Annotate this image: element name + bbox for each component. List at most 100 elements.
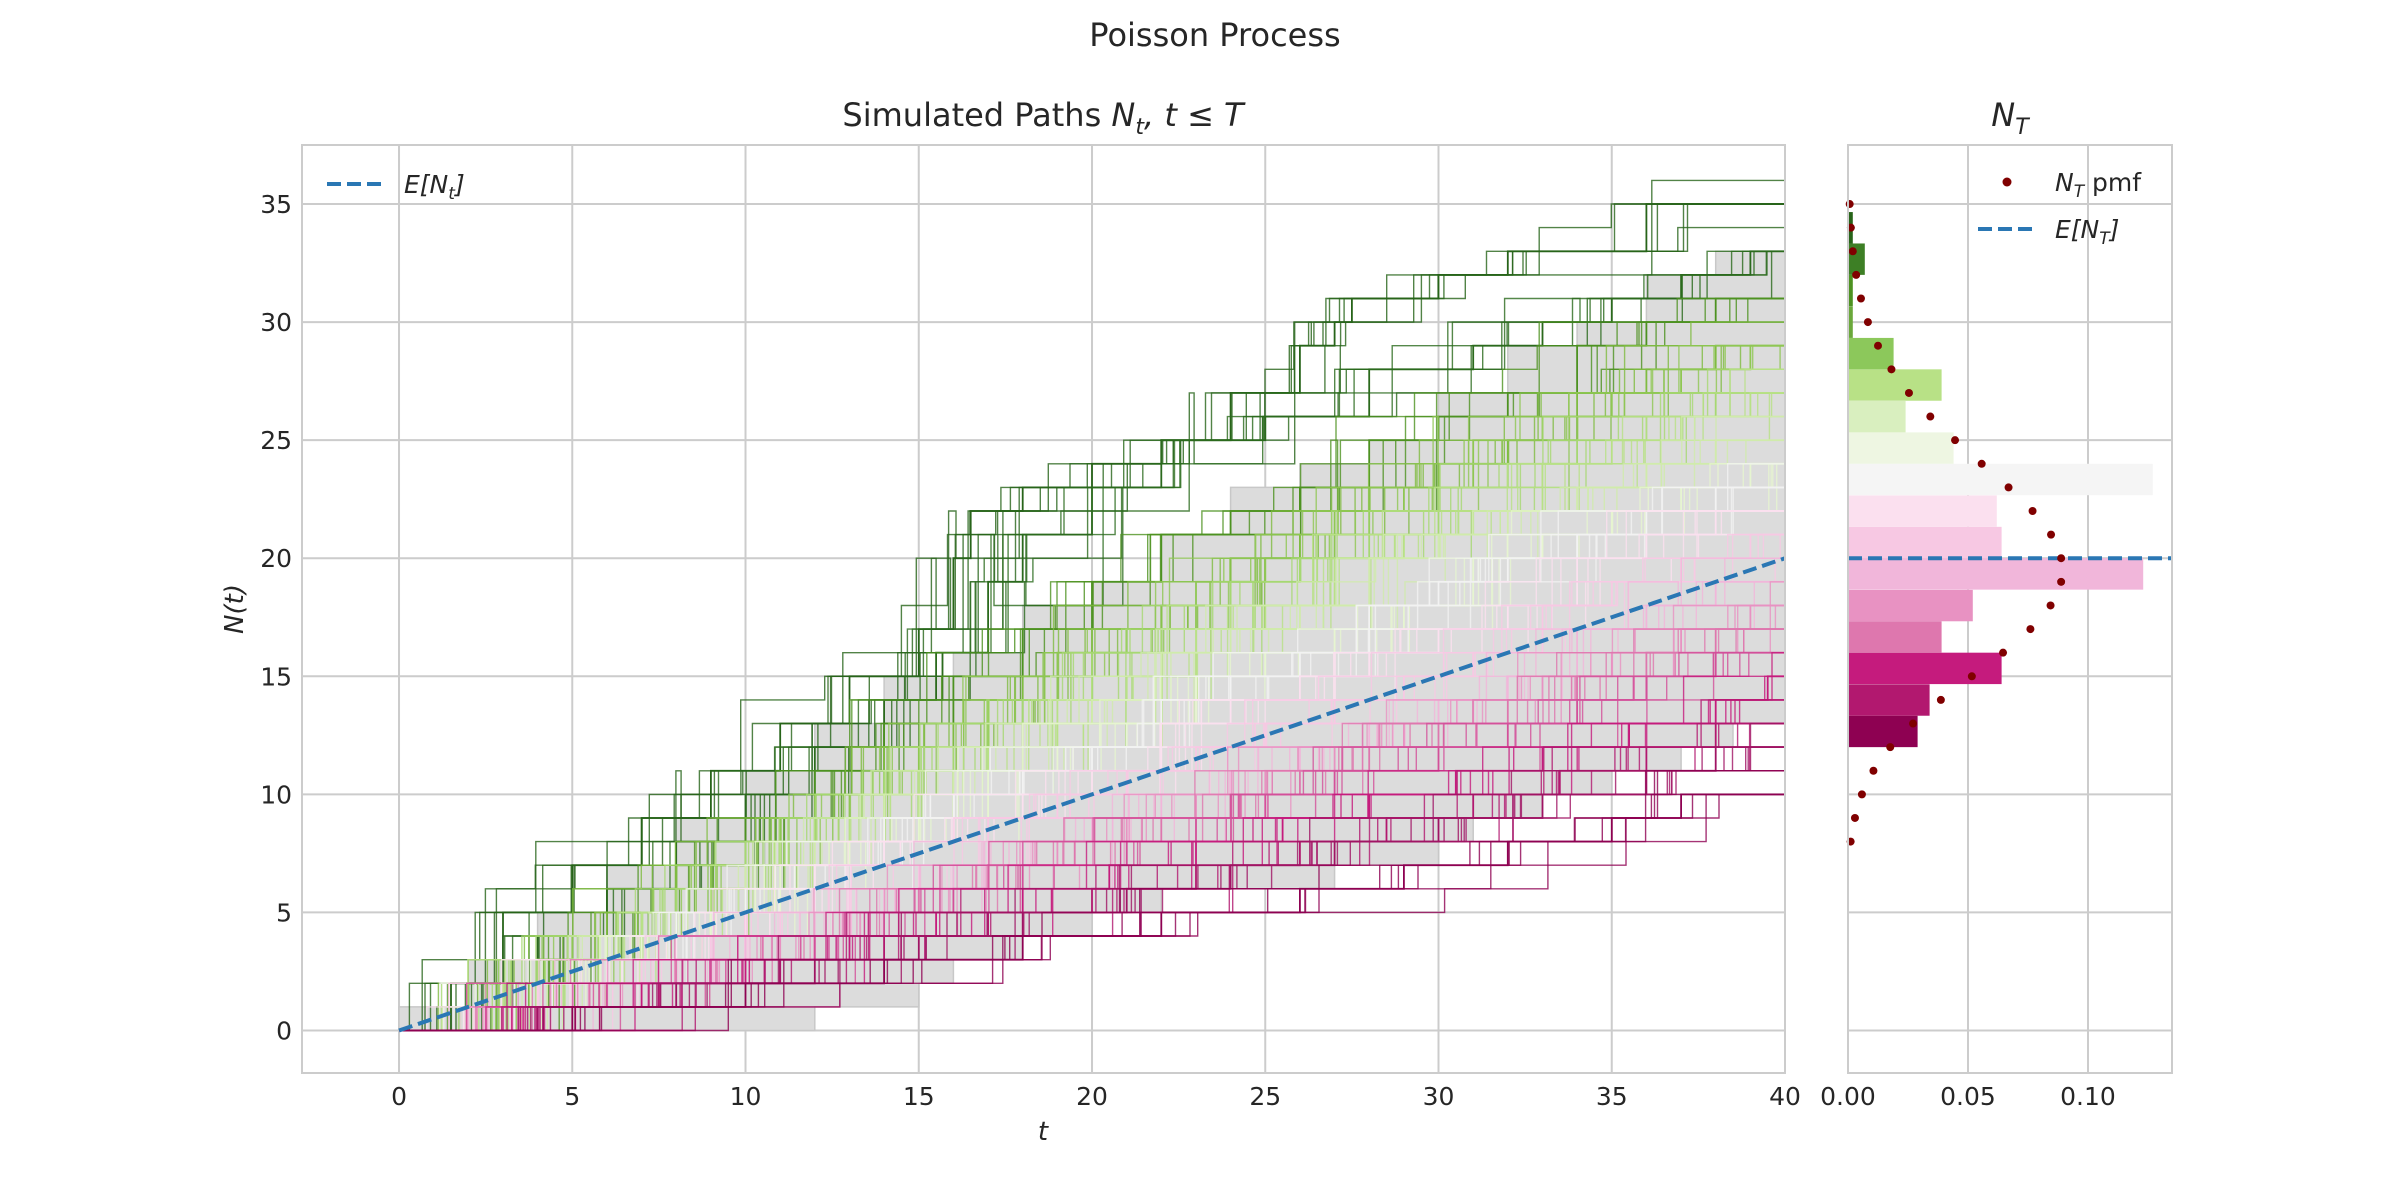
legend-tmean-end: ] <box>2109 215 2120 244</box>
left-title-sub: t <box>1135 115 1145 140</box>
pmf-point <box>1887 365 1896 374</box>
mean-line <box>398 556 1786 1033</box>
histogram-bar <box>1848 621 1942 653</box>
simulated-path-variant <box>399 770 1786 1032</box>
left-y-ticks: 0 5 10 15 20 25 30 35 <box>260 190 292 1045</box>
histogram-bar <box>1848 652 2002 685</box>
pmf-point <box>1904 388 1913 397</box>
legend-mean-sub: t <box>448 184 456 204</box>
left-y-tick-label: 35 <box>260 190 292 219</box>
simulated-path-variant <box>399 605 1786 1032</box>
legend-terminal-mean-label: E[NT] <box>2055 215 2119 249</box>
pmf-point <box>2047 530 2056 539</box>
left-x-tick-label: 10 <box>730 1082 762 1111</box>
pmf-point <box>1869 766 1878 775</box>
pmf-point <box>1874 341 1882 350</box>
left-y-tick-label: 10 <box>260 780 292 809</box>
histogram-bar <box>1848 274 1853 307</box>
right-x-tick-label: 0.05 <box>1940 1082 1996 1111</box>
simulated-path-variant <box>399 723 1786 1032</box>
legend-pmf-sub: T <box>2074 182 2086 202</box>
pmf-points <box>1845 200 2066 846</box>
histogram-bar <box>1848 337 1894 370</box>
left-panel-title: Simulated Paths Nt, t ≤ T <box>842 96 1246 140</box>
pmf-point <box>1967 672 1976 681</box>
pmf-point <box>1863 318 1872 327</box>
left-x-axis-label: t <box>1038 1117 1049 1147</box>
left-x-tick-label: 25 <box>1249 1082 1281 1111</box>
histogram-bar <box>1848 589 1973 622</box>
left-y-tick-label: 25 <box>260 426 292 455</box>
left-x-ticks: 0 5 10 15 20 25 30 35 40 <box>391 1082 1801 1111</box>
histogram-bar <box>1848 432 1954 464</box>
histogram-bar <box>1848 400 1906 433</box>
pmf-point <box>2028 507 2037 516</box>
left-x-tick-label: 15 <box>903 1082 935 1111</box>
legend-pmf-swatch <box>2002 177 2012 187</box>
left-y-axis-label: N(t) <box>220 584 250 634</box>
pmf-point <box>1951 436 1960 445</box>
left-plot-frame <box>301 144 1786 1074</box>
right-legend: NT pmf E[NT] <box>1978 168 2142 249</box>
pmf-point <box>2026 625 2035 634</box>
pmf-point <box>1857 790 1866 799</box>
histogram-bar <box>1848 684 1930 716</box>
histogram-bar <box>1848 526 2002 559</box>
legend-tmean-sub: T <box>2099 229 2111 249</box>
left-y-tick-label: 15 <box>260 662 292 691</box>
histogram-bar <box>1848 463 2153 496</box>
right-x-tick-label: 0.10 <box>2060 1082 2116 1111</box>
pmf-point <box>1909 719 1918 728</box>
figure-suptitle: Poisson Process <box>1089 16 1340 54</box>
left-title-prefix: Simulated Paths <box>842 96 1111 134</box>
left-y-tick-label: 0 <box>276 1016 292 1045</box>
pmf-point <box>1856 294 1865 303</box>
left-title-suffix: , t ≤ T <box>1144 96 1246 134</box>
histogram-bar <box>1848 306 1853 338</box>
pmf-point <box>1886 743 1895 752</box>
left-x-tick-label: 30 <box>1423 1082 1455 1111</box>
simulated-path <box>399 770 1786 1032</box>
left-title-math: N <box>1111 96 1135 134</box>
left-legend: E[Nt] <box>327 170 465 204</box>
right-title-sub: T <box>2015 115 2030 140</box>
pmf-point <box>2046 601 2055 610</box>
pmf-point <box>1850 813 1859 822</box>
left-y-tick-label: 20 <box>260 544 292 573</box>
histogram-bar <box>1848 715 1918 748</box>
simulated-paths-chart: 0 5 10 15 20 25 30 35 40 0 5 10 15 20 25 30 35 Simulate… <box>220 96 1801 1147</box>
simulated-path-variant <box>399 699 1785 1032</box>
histogram-bar <box>1848 369 1942 401</box>
legend-mean-label: E[Nt] <box>404 170 465 204</box>
simulated-path <box>399 652 1786 1032</box>
pmf-point <box>1848 247 1857 256</box>
legend-tmean-main: E[N <box>2055 215 2100 244</box>
pmf-point <box>1977 459 1986 468</box>
left-x-tick-label: 5 <box>564 1082 580 1111</box>
legend-mean-end: ] <box>454 170 465 199</box>
right-x-tick-label: 0.00 <box>1820 1082 1876 1111</box>
pmf-point <box>1936 695 1945 704</box>
legend-pmf-label: NT pmf <box>2055 168 2142 202</box>
legend-pmf-suffix: pmf <box>2084 168 2142 197</box>
expected-value-line <box>398 556 1786 1033</box>
left-x-tick-label: 20 <box>1076 1082 1108 1111</box>
legend-pmf-main: N <box>2055 168 2074 197</box>
histogram-bars <box>1848 212 2153 748</box>
left-y-tick-label: 30 <box>260 308 292 337</box>
pmf-point <box>1845 200 1854 209</box>
right-x-ticks: 0.00 0.05 0.10 <box>1820 1082 2116 1111</box>
right-plot-frame <box>1847 144 2173 1074</box>
pmf-point <box>2057 554 2066 563</box>
simulated-path-lines <box>399 179 1786 1032</box>
pmf-point <box>1999 648 2008 657</box>
left-y-tick-label: 5 <box>276 898 292 927</box>
pmf-point <box>2004 483 2013 492</box>
left-x-tick-label: 40 <box>1769 1082 1801 1111</box>
pmf-point <box>1926 412 1935 421</box>
histogram-bar <box>1848 558 2144 590</box>
right-panel-title: NT <box>1991 96 2030 140</box>
right-title-math: N <box>1991 96 2015 134</box>
pmf-point <box>2057 577 2066 586</box>
